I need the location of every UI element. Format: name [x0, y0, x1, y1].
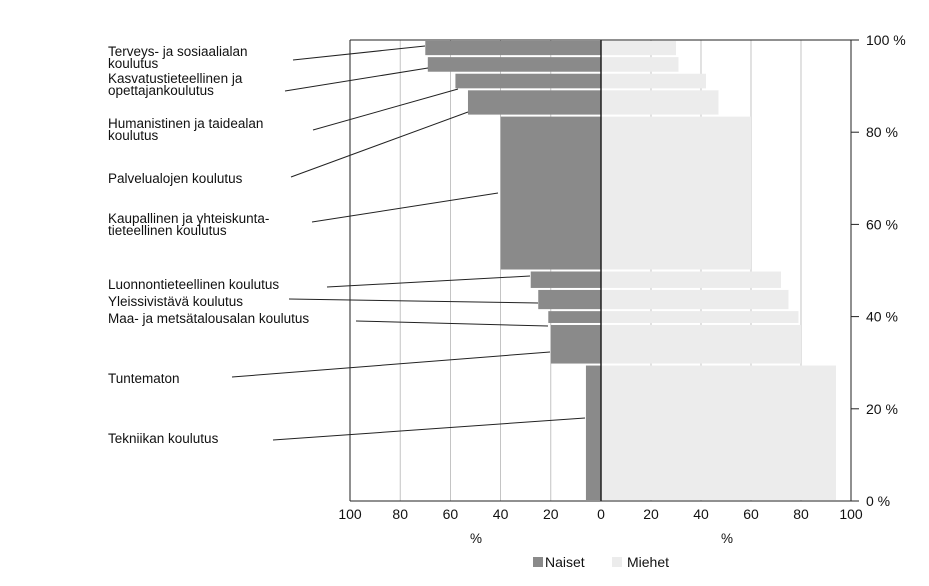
category-label: koulutus — [108, 128, 159, 143]
y-tick-label: 20 % — [866, 401, 898, 417]
x-axis-unit-left: % — [470, 531, 482, 546]
x-tick-label: 60 — [743, 506, 759, 522]
bar-naiset — [467, 90, 601, 115]
legend-label-naiset: Naiset — [545, 554, 585, 570]
bar-naiset — [585, 365, 601, 500]
series-miehet — [601, 41, 836, 500]
bar-naiset — [425, 41, 601, 56]
leader-line — [292, 45, 426, 61]
x-tick-label: 40 — [693, 506, 709, 522]
bar-miehet — [601, 324, 801, 364]
legend-swatch-miehet — [612, 557, 622, 567]
bar-miehet — [601, 311, 799, 323]
category-labels: Terveys- ja sosiaalialankoulutusKasvatus… — [108, 44, 309, 446]
bar-miehet — [601, 365, 836, 500]
leader-line — [355, 320, 549, 327]
x-axis-ticks: 100 80 60 40 20 0 20 40 60 80 100%% — [338, 506, 863, 546]
bar-naiset — [455, 73, 601, 89]
y-tick-label: 40 % — [866, 309, 898, 325]
bar-naiset — [550, 324, 601, 364]
category-label: Palvelualojen koulutus — [108, 171, 243, 186]
x-tick-label: 0 — [597, 506, 605, 522]
bar-naiset — [548, 311, 601, 323]
bar-miehet — [601, 73, 706, 89]
leader-line — [312, 88, 459, 131]
category-label: koulutus — [108, 56, 159, 71]
category-label: Terveys- ja sosiaalialan — [108, 44, 248, 59]
bar-miehet — [601, 116, 751, 270]
category-label: Tuntematon — [108, 371, 180, 386]
x-tick-label: 80 — [392, 506, 408, 522]
leader-line — [284, 67, 429, 92]
bar-miehet — [601, 41, 676, 56]
y-tick-label: 60 % — [866, 216, 898, 232]
category-label: Kaupallinen ja yhteiskunta- — [108, 211, 269, 226]
x-tick-label: 100 — [839, 506, 863, 522]
x-tick-label: 100 — [338, 506, 362, 522]
category-label: Luonnontieteellinen koulutus — [108, 277, 279, 292]
category-label: Humanistinen ja taidealan — [108, 116, 263, 131]
y-tick-label: 100 % — [866, 32, 906, 48]
leader-line — [311, 192, 499, 223]
x-tick-label: 40 — [493, 506, 509, 522]
x-tick-label: 20 — [543, 506, 559, 522]
bar-miehet — [601, 57, 679, 72]
bar-naiset — [500, 116, 601, 270]
leader-lines — [231, 45, 586, 441]
x-tick-label: 20 — [643, 506, 659, 522]
leader-line — [290, 111, 469, 178]
x-tick-label: 60 — [443, 506, 459, 522]
y-tick-label: 80 % — [866, 124, 898, 140]
leader-line — [326, 275, 531, 288]
x-axis-unit-right: % — [721, 531, 733, 546]
bar-miehet — [601, 289, 789, 310]
legend: Naiset Miehet — [533, 554, 669, 570]
leader-line — [288, 298, 539, 304]
bar-miehet — [601, 90, 719, 115]
category-label: Tekniikan koulutus — [108, 431, 219, 446]
category-label: Maa- ja metsätalousalan koulutus — [108, 311, 309, 326]
legend-swatch-naiset — [533, 557, 543, 567]
bar-naiset — [427, 57, 601, 72]
bar-naiset — [530, 271, 601, 288]
category-label: Yleissivistävä koulutus — [108, 294, 243, 309]
plot-frame — [349, 39, 852, 502]
category-label: opettajankoulutus — [108, 83, 214, 98]
legend-label-miehet: Miehet — [627, 554, 669, 570]
leader-line — [231, 351, 551, 378]
bar-miehet — [601, 271, 781, 288]
bar-naiset — [538, 289, 601, 310]
leader-line — [272, 417, 586, 441]
category-label: Kasvatustieteellinen ja — [108, 71, 243, 86]
y-axis-ticks: 100 % 80 % 60 % 40 % 20 % 0 % — [851, 32, 906, 509]
series-naiset — [425, 41, 601, 500]
y-tick-label: 0 % — [866, 493, 890, 509]
x-tick-label: 80 — [793, 506, 809, 522]
category-label: tieteellinen koulutus — [108, 223, 227, 238]
